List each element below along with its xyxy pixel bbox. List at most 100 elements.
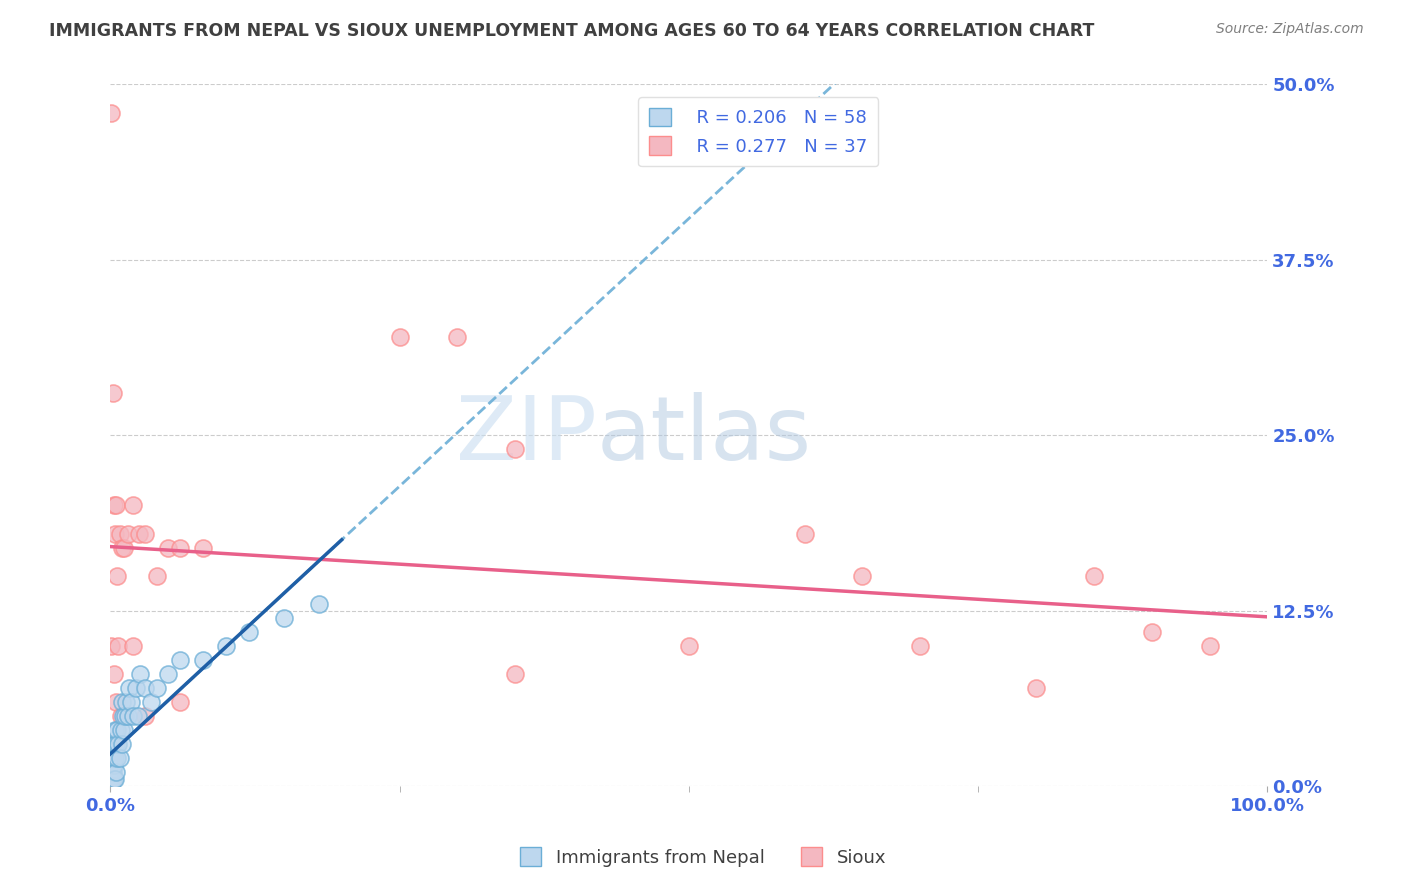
Point: [145, 681, 167, 695]
Point: [112, 541, 135, 555]
Point: [100, 758, 122, 772]
Point: [100, 105, 122, 120]
Point: [103, 744, 125, 758]
Point: [105, 499, 128, 513]
Text: atlas: atlas: [596, 392, 811, 479]
Point: [191, 653, 214, 667]
Point: [169, 541, 191, 555]
Point: [108, 526, 131, 541]
Point: [446, 330, 468, 344]
Point: [111, 695, 134, 709]
Point: [129, 666, 152, 681]
Point: [134, 709, 156, 723]
Point: [100, 779, 122, 793]
Point: [120, 695, 142, 709]
Point: [100, 737, 122, 751]
Point: [169, 695, 191, 709]
Legend:   R = 0.206   N = 58,   R = 0.277   N = 37: R = 0.206 N = 58, R = 0.277 N = 37: [638, 97, 879, 167]
Point: [105, 737, 128, 751]
Point: [105, 765, 128, 780]
Point: [503, 666, 526, 681]
Point: [117, 709, 139, 723]
Point: [103, 666, 125, 681]
Point: [238, 624, 260, 639]
Point: [101, 737, 124, 751]
Point: [503, 442, 526, 457]
Point: [100, 772, 122, 786]
Point: [110, 709, 132, 723]
Point: [111, 541, 134, 555]
Point: [793, 526, 815, 541]
Point: [101, 758, 124, 772]
Point: [100, 765, 122, 780]
Point: [105, 723, 128, 737]
Point: [104, 772, 127, 786]
Point: [139, 695, 162, 709]
Text: IMMIGRANTS FROM NEPAL VS SIOUX UNEMPLOYMENT AMONG AGES 60 TO 64 YEARS CORRELATIO: IMMIGRANTS FROM NEPAL VS SIOUX UNEMPLOYM…: [49, 22, 1095, 40]
Point: [125, 681, 148, 695]
Point: [157, 541, 180, 555]
Point: [101, 765, 124, 780]
Point: [308, 597, 330, 611]
Point: [101, 751, 124, 765]
Point: [105, 695, 128, 709]
Point: [1025, 681, 1047, 695]
Point: [111, 737, 134, 751]
Text: Source: ZipAtlas.com: Source: ZipAtlas.com: [1216, 22, 1364, 37]
Point: [100, 758, 122, 772]
Point: [107, 737, 129, 751]
Point: [103, 499, 125, 513]
Point: [100, 751, 122, 765]
Point: [678, 639, 700, 653]
Point: [122, 639, 145, 653]
Point: [122, 709, 145, 723]
Point: [101, 386, 124, 401]
Point: [169, 653, 191, 667]
Point: [115, 695, 138, 709]
Point: [118, 681, 141, 695]
Point: [100, 765, 122, 780]
Point: [128, 526, 150, 541]
Point: [100, 772, 122, 786]
Point: [100, 779, 122, 793]
Point: [910, 639, 932, 653]
Point: [100, 765, 122, 780]
Point: [112, 723, 135, 737]
Point: [127, 709, 149, 723]
Point: [105, 751, 128, 765]
Point: [103, 772, 125, 786]
Point: [101, 772, 124, 786]
Point: [104, 751, 127, 765]
Point: [100, 772, 122, 786]
Point: [104, 723, 127, 737]
Point: [103, 758, 125, 772]
Point: [100, 744, 122, 758]
Point: [1198, 639, 1220, 653]
Point: [1083, 568, 1105, 582]
Point: [1140, 624, 1163, 639]
Point: [145, 568, 167, 582]
Point: [105, 568, 128, 582]
Point: [101, 772, 124, 786]
Point: [851, 568, 873, 582]
Point: [117, 526, 139, 541]
Point: [191, 541, 214, 555]
Point: [100, 751, 122, 765]
Point: [100, 772, 122, 786]
Point: [273, 611, 295, 625]
Point: [110, 723, 132, 737]
Point: [134, 681, 156, 695]
Point: [100, 772, 122, 786]
Text: ZIP: ZIP: [456, 392, 596, 479]
Point: [108, 751, 131, 765]
Point: [122, 499, 145, 513]
Point: [388, 330, 411, 344]
Point: [104, 526, 127, 541]
Point: [157, 666, 180, 681]
Point: [112, 709, 135, 723]
Point: [134, 526, 156, 541]
Point: [215, 639, 238, 653]
Point: [100, 639, 122, 653]
Point: [107, 639, 129, 653]
Legend: Immigrants from Nepal, Sioux: Immigrants from Nepal, Sioux: [512, 840, 894, 874]
